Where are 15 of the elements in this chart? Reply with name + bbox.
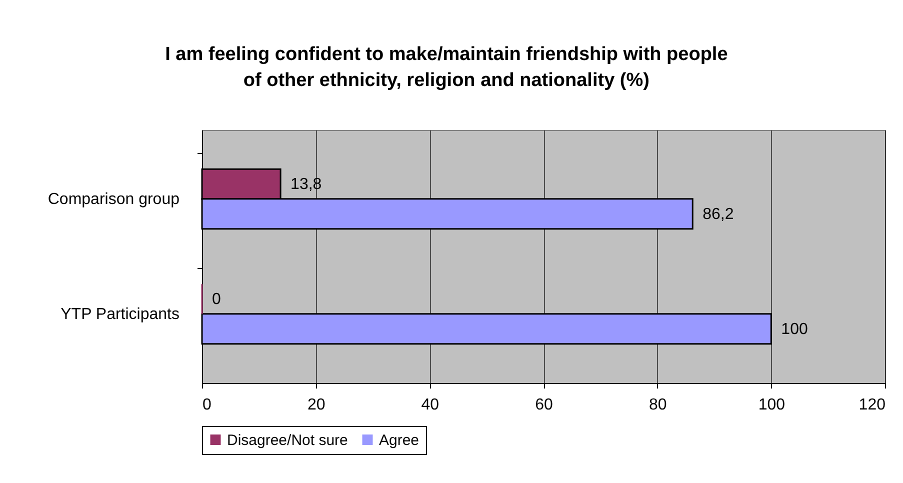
x-tick-label: 40	[421, 396, 440, 414]
legend-label: Disagree/Not sure	[227, 432, 348, 449]
legend-label: Agree	[379, 432, 420, 449]
x-tick-label: 60	[535, 396, 553, 414]
chart-title: I am feeling confident to make/maintain friendship with people of other ethnicity, religion and nationality (%)	[165, 44, 728, 91]
x-tick-label: 120	[858, 396, 886, 414]
data-label: 0	[212, 291, 221, 308]
x-tick-label: 20	[307, 396, 326, 414]
x-tick-label: 0	[202, 396, 212, 414]
y-tick-label: Comparison group	[48, 191, 180, 208]
x-tick-label: 80	[648, 396, 667, 414]
data-label: 86,2	[702, 206, 734, 223]
y-tick-label: YTP Participants	[60, 306, 180, 323]
x-tick-label: 100	[758, 396, 786, 414]
data-label: 100	[781, 320, 808, 338]
